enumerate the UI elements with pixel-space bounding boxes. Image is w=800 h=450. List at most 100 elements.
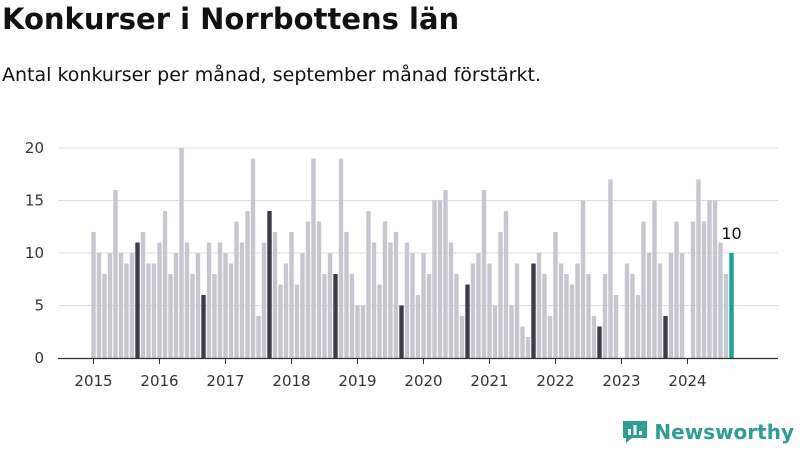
bar <box>509 305 514 358</box>
latest-value-label: 10 <box>721 224 741 243</box>
bar <box>250 158 256 358</box>
bar <box>261 242 267 358</box>
x-tick-label: 2019 <box>338 372 376 390</box>
bar <box>443 190 448 358</box>
bar <box>190 274 195 358</box>
bar <box>723 274 729 358</box>
bar <box>305 221 311 358</box>
y-tick-label: 5 <box>34 297 44 315</box>
bar <box>228 263 234 358</box>
bar <box>448 242 454 358</box>
bar <box>674 221 679 358</box>
bar <box>377 284 382 358</box>
x-tick-label: 2024 <box>668 372 706 390</box>
brand-name: Newsworthy <box>654 420 794 444</box>
bar <box>212 274 217 358</box>
bar <box>437 200 443 358</box>
bar-latest <box>729 253 734 358</box>
bar <box>696 179 701 358</box>
bar <box>107 253 113 358</box>
bar <box>129 253 135 358</box>
bar <box>316 221 322 358</box>
x-tick-label: 2021 <box>470 372 508 390</box>
bar <box>344 232 349 358</box>
bar <box>239 242 245 358</box>
bar <box>624 263 630 358</box>
bar <box>641 221 646 358</box>
bar <box>707 200 712 358</box>
bar <box>553 232 558 358</box>
x-axis: 2015 2016 2017 2018 2019 2020 2021 2022 2023 2024 <box>58 357 778 390</box>
bar <box>679 253 685 358</box>
chart-subtitle: Antal konkurser per månad, september mån… <box>2 64 541 86</box>
bar <box>294 284 300 358</box>
bar <box>234 221 239 358</box>
y-tick-label: 10 <box>25 244 44 262</box>
bar <box>415 295 421 358</box>
y-tick-label: 20 <box>25 139 44 157</box>
bar <box>586 274 591 358</box>
bar <box>113 190 118 358</box>
bar-september <box>201 295 206 358</box>
x-tick-label: 2020 <box>404 372 442 390</box>
bar <box>278 284 283 358</box>
bar <box>459 316 465 358</box>
bar <box>542 274 547 358</box>
bar <box>311 158 316 358</box>
bar <box>173 253 179 358</box>
bar <box>195 253 201 358</box>
bar <box>701 221 707 358</box>
x-tick-label: 2023 <box>602 372 640 390</box>
bar <box>498 232 503 358</box>
bar <box>432 200 437 358</box>
bar <box>668 253 674 358</box>
data-labels: 10 <box>721 224 741 243</box>
bar <box>657 263 663 358</box>
x-tick-label: 2022 <box>536 372 574 390</box>
bar-september <box>531 263 536 358</box>
bar <box>454 274 459 358</box>
bar <box>327 253 333 358</box>
bar <box>322 274 327 358</box>
bar <box>525 337 531 358</box>
bar <box>712 200 718 358</box>
bar-september <box>663 316 668 358</box>
bar <box>393 232 399 358</box>
newsworthy-logo-icon <box>623 421 648 443</box>
bar <box>646 253 652 358</box>
bar <box>520 326 525 358</box>
bar <box>272 232 278 358</box>
bar <box>184 242 190 358</box>
bar <box>503 211 509 358</box>
bar <box>217 242 223 358</box>
bar <box>481 190 487 358</box>
bar <box>591 316 597 358</box>
bar <box>690 221 696 358</box>
bar <box>162 211 168 358</box>
bar-september <box>267 211 272 358</box>
bar <box>569 284 575 358</box>
bar <box>124 263 129 358</box>
bar-september <box>135 242 140 358</box>
bar <box>245 211 250 358</box>
bar <box>151 263 157 358</box>
bar <box>421 253 426 358</box>
bar <box>146 263 151 358</box>
bar <box>630 274 635 358</box>
bar <box>613 295 619 358</box>
y-tick-label: 15 <box>25 192 44 210</box>
x-tick-label: 2015 <box>74 372 112 390</box>
bar <box>223 253 228 358</box>
bar <box>470 263 476 358</box>
bar <box>602 274 608 358</box>
bar <box>492 305 498 358</box>
bar <box>404 242 410 358</box>
newsworthy-logo: Newsworthy <box>622 420 794 444</box>
bar <box>388 242 393 358</box>
x-tick-label: 2016 <box>140 372 178 390</box>
bar <box>575 263 580 358</box>
y-axis-ticks: 0 5 10 15 20 <box>25 139 44 367</box>
bar <box>558 263 564 358</box>
bar <box>564 274 569 358</box>
